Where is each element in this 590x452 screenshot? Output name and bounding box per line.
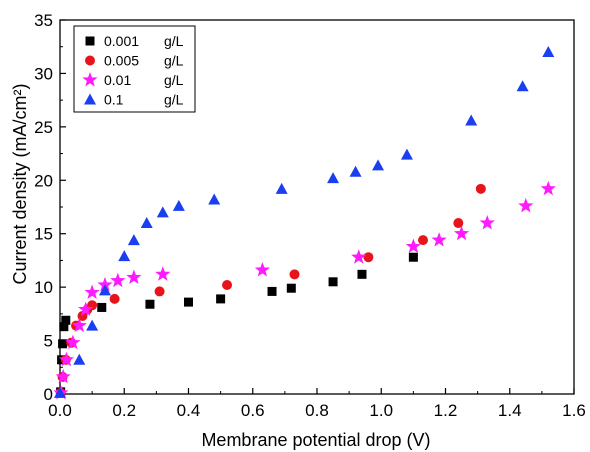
legend-unit: g/L	[164, 53, 184, 69]
legend-label: 0.01	[104, 72, 131, 88]
data-point-square	[408, 252, 418, 262]
x-tick-label: 1.2	[434, 401, 458, 420]
x-tick-label: 1.0	[369, 401, 393, 420]
y-tick-label: 30	[34, 64, 53, 83]
legend-unit: g/L	[164, 33, 184, 49]
data-point-star	[55, 368, 71, 384]
data-point-star	[453, 225, 470, 241]
x-tick-label: 0.4	[177, 401, 201, 420]
legend-label: 0.005	[104, 53, 139, 69]
data-point-star	[431, 232, 447, 247]
x-tick-label: 0.8	[305, 401, 329, 420]
x-tick-label: 1.6	[562, 401, 586, 420]
data-point-triangle	[542, 46, 555, 58]
series-square	[56, 252, 418, 397]
data-point-square	[145, 299, 155, 309]
data-point-triangle	[172, 199, 185, 211]
data-point-square	[59, 322, 69, 332]
x-tick-label: 0.6	[241, 401, 265, 420]
y-tick-label: 0	[44, 385, 53, 404]
data-point-circle	[418, 235, 429, 246]
data-point-circle	[453, 218, 464, 229]
data-point-triangle	[156, 206, 169, 218]
data-point-star	[110, 272, 126, 288]
legend-label: 0.1	[104, 92, 124, 108]
data-point-star	[78, 301, 94, 317]
x-axis-title: Membrane potential drop (V)	[201, 430, 430, 450]
y-tick-label: 20	[34, 171, 53, 190]
data-point-triangle	[327, 172, 340, 184]
legend: 0.001 g/L 0.005 g/L 0.01 g/L 0.1 g/L	[73, 25, 196, 113]
data-point-star	[518, 197, 534, 213]
y-axis-title: Current density (mA/cm²)	[10, 83, 30, 284]
data-point-circle	[109, 293, 120, 304]
data-point-star	[540, 180, 556, 196]
x-tick-label: 1.4	[498, 401, 522, 420]
series-star	[53, 180, 556, 400]
data-point-star	[405, 238, 421, 254]
y-tick-label: 5	[44, 332, 53, 351]
data-point-star	[155, 266, 171, 281]
data-point-square	[357, 269, 367, 279]
legend-marker-circle	[85, 55, 95, 66]
data-point-triangle	[140, 217, 153, 229]
y-tick-label: 10	[34, 278, 53, 297]
data-point-star	[126, 269, 142, 284]
data-point-triangle	[127, 234, 140, 246]
data-point-circle	[289, 269, 300, 280]
data-point-square	[184, 297, 193, 307]
data-point-circle	[363, 252, 374, 263]
data-point-triangle	[275, 182, 288, 194]
legend-marker-triangle	[84, 93, 96, 105]
legend-unit: g/L	[164, 72, 184, 88]
legend-label: 0.001	[104, 33, 139, 49]
data-point-circle	[154, 286, 165, 297]
data-point-star	[254, 262, 270, 277]
data-point-square	[61, 315, 71, 325]
legend-marker-star	[82, 72, 98, 87]
data-point-triangle	[98, 284, 111, 296]
data-point-triangle	[208, 193, 221, 205]
legend-unit: g/L	[164, 92, 184, 108]
data-point-triangle	[400, 148, 413, 160]
data-point-triangle	[372, 159, 385, 171]
data-point-star	[479, 215, 495, 230]
data-point-triangle	[86, 319, 99, 331]
data-point-square	[286, 283, 296, 293]
data-point-triangle	[516, 80, 529, 92]
data-point-circle	[222, 280, 233, 291]
data-point-square	[97, 302, 107, 312]
data-point-triangle	[54, 386, 66, 398]
series-triangle	[54, 46, 555, 398]
data-point-star	[84, 284, 100, 299]
data-point-star	[71, 317, 87, 333]
y-tick-label: 25	[34, 118, 53, 137]
x-tick-label: 0.0	[48, 401, 72, 420]
data-point-star	[58, 351, 75, 367]
legend-marker-square	[85, 36, 95, 46]
data-point-square	[58, 339, 68, 349]
data-point-square	[267, 286, 277, 296]
data-point-circle	[475, 183, 486, 194]
data-point-triangle	[73, 353, 86, 365]
data-point-star	[351, 249, 367, 264]
y-tick-label: 35	[34, 11, 53, 30]
data-point-triangle	[118, 250, 131, 262]
data-point-triangle	[465, 114, 478, 126]
data-point-square	[328, 277, 338, 287]
data-point-triangle	[349, 165, 362, 177]
axis-ticks: 0.0 0.2 0.4 0.6 0.8 1.0 1.2 1.4 1.6 0 5 10 15 20 25 30 3…	[34, 11, 586, 420]
data-points	[53, 46, 556, 400]
data-point-star	[97, 277, 113, 292]
x-tick-label: 0.2	[112, 401, 136, 420]
y-tick-label: 15	[34, 225, 53, 244]
data-point-square	[216, 294, 226, 304]
data-point-star	[65, 334, 81, 350]
